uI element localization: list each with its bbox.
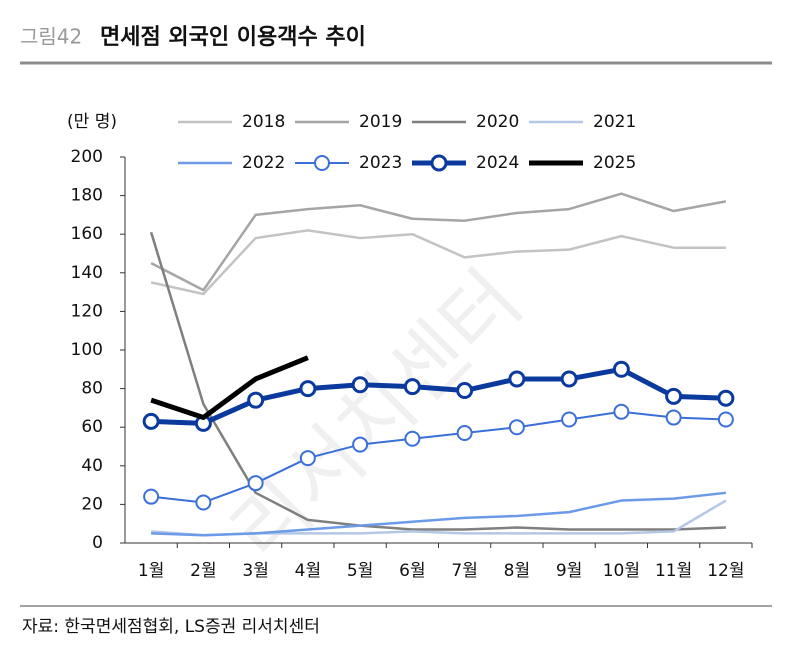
figure-label: 그림42 xyxy=(20,25,82,49)
series-marker xyxy=(403,378,421,396)
x-tick-label: 5월 xyxy=(347,561,373,581)
series-marker xyxy=(142,412,160,430)
series-marker xyxy=(508,419,525,436)
series-marker xyxy=(508,370,526,388)
series-line xyxy=(150,192,727,292)
legend-label: 2022 xyxy=(242,153,285,173)
series-line xyxy=(150,229,726,296)
series-marker xyxy=(717,411,734,428)
series-line xyxy=(149,231,726,531)
legend-label: 2018 xyxy=(242,112,285,132)
legend-marker xyxy=(314,155,330,171)
legend-marker xyxy=(430,154,448,172)
x-tick-label: 3월 xyxy=(242,561,268,581)
series-marker xyxy=(247,391,265,409)
series-line xyxy=(150,355,309,421)
series-marker xyxy=(456,382,474,400)
series-marker xyxy=(404,430,421,447)
x-tick-label: 2월 xyxy=(190,561,216,581)
series-marker xyxy=(352,436,369,453)
series-marker xyxy=(613,403,630,420)
y-tick-label: 80 xyxy=(81,379,103,399)
series-marker xyxy=(561,411,578,428)
series-line xyxy=(151,366,726,426)
y-tick-label: 200 xyxy=(71,147,103,167)
legend-label: 2019 xyxy=(359,112,402,132)
x-tick-label: 6월 xyxy=(399,561,425,581)
y-tick-label: 60 xyxy=(81,417,103,437)
series-marker xyxy=(351,376,369,394)
y-tick-label: 40 xyxy=(81,456,103,476)
series-marker xyxy=(299,380,317,398)
series-marker xyxy=(665,387,683,405)
legend-label: 2024 xyxy=(476,153,519,173)
y-tick-label: 160 xyxy=(71,224,103,244)
y-tick-label: 140 xyxy=(71,263,103,283)
y-tick-label: 0 xyxy=(92,533,103,553)
series-marker xyxy=(665,409,682,426)
source: 자료: 한국면세점협회, LS증권 리서치센터 xyxy=(22,617,320,637)
series-marker xyxy=(299,450,316,467)
x-tick-label: 7월 xyxy=(451,561,477,581)
y-tick-label: 20 xyxy=(81,494,103,514)
chart-title: 면세점 외국인 이용객수 추이 xyxy=(100,25,366,50)
series-marker xyxy=(717,389,735,407)
y-tick-label: 180 xyxy=(71,186,103,206)
series-line xyxy=(151,491,727,537)
x-tick-label: 11월 xyxy=(655,561,692,581)
x-tick-label: 9월 xyxy=(556,561,582,581)
x-tick-label: 1월 xyxy=(138,561,164,581)
watermark: 리서치센터 xyxy=(213,253,539,579)
x-tick-label: 8월 xyxy=(504,561,530,581)
x-tick-label: 10월 xyxy=(603,561,640,581)
legend-label: 2025 xyxy=(593,153,636,173)
legend-label: 2021 xyxy=(593,112,636,132)
series-marker xyxy=(195,494,212,511)
series-marker xyxy=(247,475,264,492)
series-line xyxy=(151,410,726,504)
series-marker xyxy=(612,360,630,378)
series-marker xyxy=(143,488,160,505)
x-tick-label: 12월 xyxy=(707,561,744,581)
legend-label: 2023 xyxy=(359,153,402,173)
series-marker xyxy=(456,424,473,441)
legend-label: 2020 xyxy=(476,112,519,132)
y-tick-label: 120 xyxy=(71,301,103,321)
y-unit: (만 명) xyxy=(67,112,117,132)
series-marker xyxy=(560,370,578,388)
y-tick-label: 100 xyxy=(71,340,103,360)
x-tick-label: 4월 xyxy=(295,561,321,581)
